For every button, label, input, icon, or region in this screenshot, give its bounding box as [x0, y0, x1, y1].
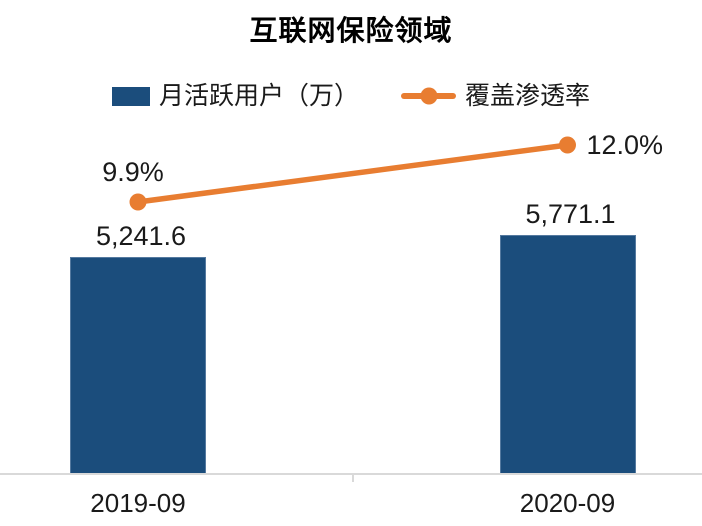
line-series-swatch-icon	[401, 87, 456, 105]
line-value-label-2019-09: 9.9%	[102, 156, 164, 187]
line-value-label-2020-09: 12.0%	[586, 129, 664, 160]
x-axis-line	[0, 473, 702, 475]
x-axis-label-2019-09: 2019-09	[90, 488, 186, 518]
legend-label-monthly-active-users: 月活跃用户（万）	[158, 82, 359, 110]
bar-2020-09[interactable]	[499, 235, 636, 474]
legend-label-penetration-rate: 覆盖渗透率	[465, 82, 591, 110]
legend-item-penetration-rate[interactable]: 覆盖渗透率	[401, 80, 590, 112]
bar-value-label-2019-09: 5,241.6	[95, 220, 187, 251]
x-axis-label-2020-09: 2020-09	[519, 488, 616, 518]
legend-item-monthly-active-users[interactable]: 月活跃用户（万）	[111, 80, 359, 112]
x-axis-tick	[352, 473, 354, 482]
bar-2019-09[interactable]	[70, 256, 206, 474]
bar-value-label-2020-09: 5,771.1	[525, 199, 616, 230]
legend: 月活跃用户（万） 覆盖渗透率	[0, 80, 702, 112]
bar-series-swatch-icon	[111, 86, 150, 106]
chart-title: 互联网保险领域	[249, 15, 453, 46]
